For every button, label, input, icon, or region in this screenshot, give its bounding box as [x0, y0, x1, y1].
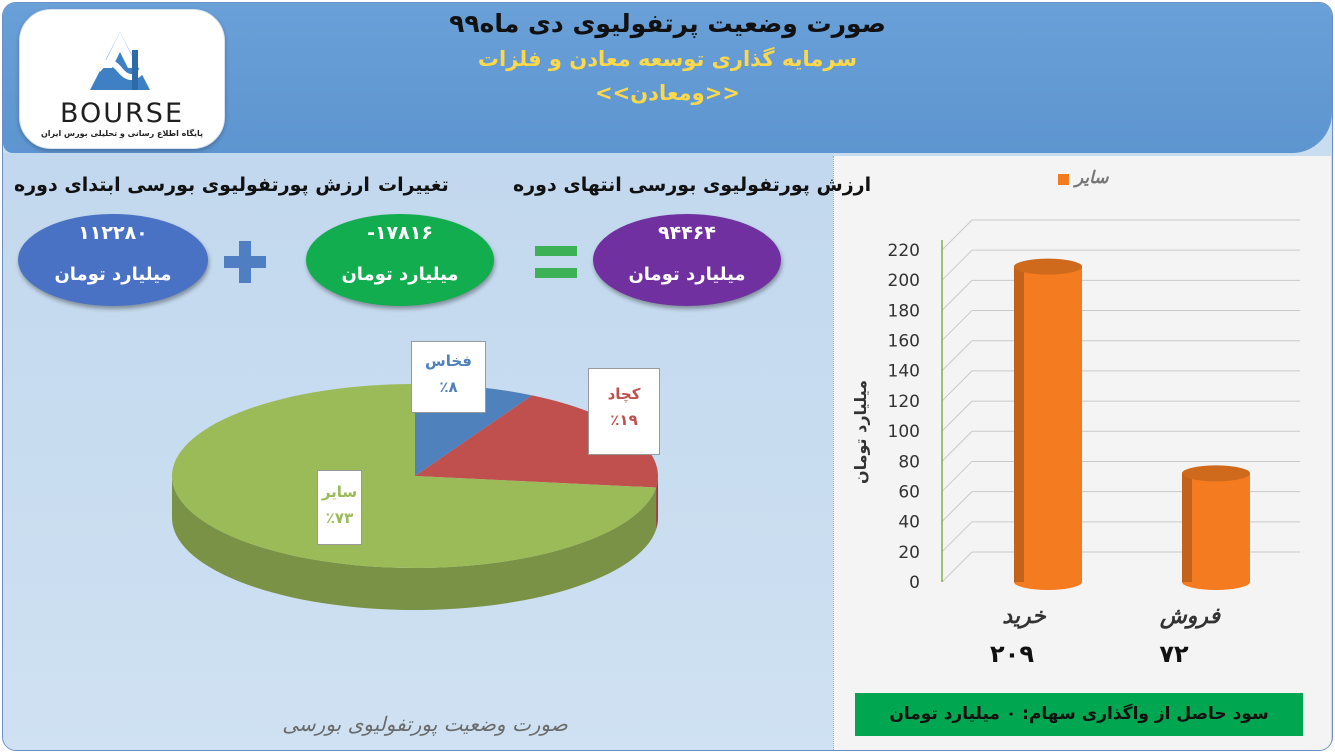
legend-label: سایر: [1075, 168, 1109, 188]
pie-label-value: ٪۱۹: [610, 411, 638, 429]
end-value-ellipse: ۹۴۴۶۴ میلیارد تومان: [593, 214, 781, 306]
change-unit: میلیارد تومان: [341, 264, 459, 285]
pie-label-name: سایر: [321, 483, 358, 501]
bar-value-label: ۷۲: [1159, 640, 1189, 668]
pie-label-name: فخاس: [425, 352, 472, 370]
y-tick-label: 40: [898, 513, 920, 533]
y-axis-label: میلیارد تومان: [851, 380, 870, 484]
start-value-ellipse: ۱۱۲۲۸۰ میلیارد تومان: [18, 214, 208, 306]
company-symbol: <<ومعادن>>: [595, 81, 740, 105]
bar-value-label: ۲۰۹: [990, 640, 1034, 668]
grid-line: [941, 491, 973, 522]
start-value-unit: میلیارد تومان: [54, 264, 172, 285]
y-tick-label: 100: [888, 422, 920, 442]
change-ellipse: -۱۷۸۱۶ میلیارد تومان: [306, 214, 494, 306]
bar-top: [1182, 465, 1250, 482]
start-value-label: ارزش پورتفولیوی بورسی ابتدای دوره: [14, 174, 370, 196]
grid-line: [941, 430, 973, 462]
pie-label-name: کچاد: [607, 385, 641, 403]
company-name: سرمایه گذاری توسعه معادن و فلزات: [477, 47, 858, 71]
grid-line: [941, 521, 973, 553]
end-value-label: ارزش پورتفولیوی بورسی انتهای دوره: [513, 174, 872, 196]
page-title: صورت وضعیت پرتفولیوی دی ماه۹۹: [449, 9, 886, 38]
bar-category-label: خرید: [1002, 604, 1046, 629]
change-label: تغییرات: [378, 174, 449, 196]
grid-line: [941, 340, 973, 372]
logo: BOURSE پایگاه اطلاع رسانی و تحلیلی بورس …: [19, 9, 225, 149]
pie-slice-side: [172, 476, 657, 610]
change-value: -۱۷۸۱۶: [367, 222, 433, 244]
y-tick-label: 120: [888, 392, 920, 412]
grid-line: [941, 400, 973, 432]
logo-mark-icon: [90, 32, 150, 90]
pie-label-kchad: کچاد ٪۱۹: [588, 368, 660, 455]
logo-wordmark: BOURSE: [59, 98, 185, 129]
header-banner: صورت وضعیت پرتفولیوی دی ماه۹۹ سرمایه گذا…: [3, 3, 1332, 153]
trade-bar-chart: 0 20 40 60 80 100 120 140 160 180 200 220 میلیارد تو…: [851, 219, 1300, 593]
grid-line: [941, 219, 973, 251]
sale-profit-box: سود حاصل از واگذاری سهام: ۰ میلیارد توما…: [855, 693, 1303, 736]
y-tick-label: 0: [909, 573, 920, 593]
pie-label-fakhas: فخاس ٪۸: [411, 341, 486, 413]
pie-label-value: ٪۷۳: [325, 509, 354, 527]
start-value: ۱۱۲۲۸۰: [78, 222, 148, 244]
bar-shade: [1014, 266, 1024, 582]
grid-line: [941, 280, 973, 311]
pie-caption: صورت وضعیت پورتفولیوی بورسی: [282, 712, 568, 736]
grid-line: [941, 370, 973, 402]
bar-category-label: فروش: [1159, 604, 1221, 629]
y-tick-label: 220: [888, 241, 920, 261]
y-tick-label: 140: [888, 362, 920, 382]
bar-top: [1014, 258, 1082, 275]
grid-line: [941, 461, 973, 492]
y-tick-label: 200: [888, 271, 920, 291]
pie-label-other: سایر ٪۷۳: [317, 470, 362, 545]
y-tick-label: 20: [898, 543, 920, 563]
y-tick-label: 80: [898, 452, 920, 472]
grid-line: [941, 310, 973, 341]
logo-caption: پایگاه اطلاع رسانی و تحلیلی بورس ایران: [40, 129, 204, 138]
y-tick-label: 180: [888, 301, 920, 321]
legend-swatch: [1058, 174, 1069, 185]
y-tick-label: 60: [898, 482, 920, 502]
end-value: ۹۴۴۶۴: [658, 222, 716, 244]
pie-label-value: ٪۸: [439, 378, 458, 396]
end-value-unit: میلیارد تومان: [628, 264, 746, 285]
bar-shade: [1182, 473, 1192, 582]
grid-line: [941, 551, 973, 583]
pie-slice-side: [656, 476, 658, 530]
grid-line: [941, 249, 973, 281]
bar: [1182, 473, 1250, 590]
pie-slice: [172, 384, 657, 568]
bar: [1014, 266, 1082, 590]
y-tick-label: 160: [888, 332, 920, 352]
